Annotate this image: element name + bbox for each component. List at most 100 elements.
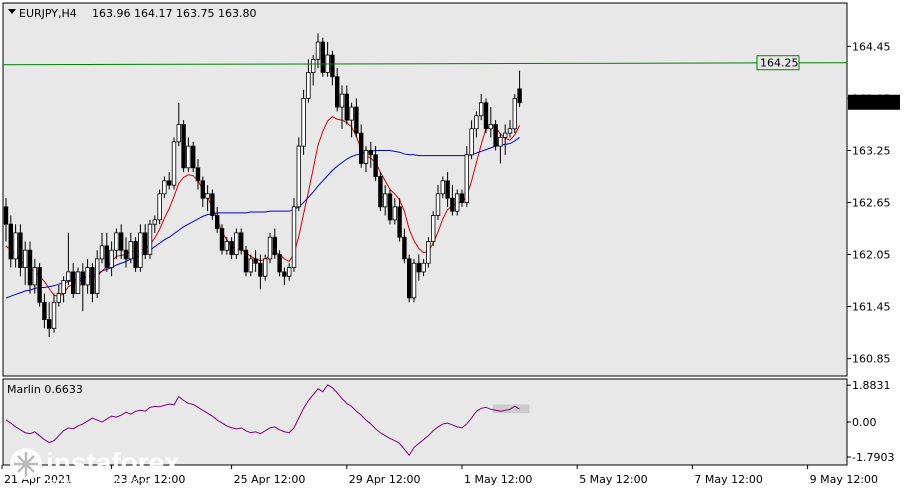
candle-body [61, 280, 66, 294]
candle-body [382, 193, 388, 208]
price-tick-label: 162.65 [852, 197, 891, 210]
candle-body [234, 232, 239, 255]
candle-body [306, 71, 311, 99]
candle-body [358, 132, 364, 164]
candle-body [262, 258, 268, 277]
candle-body [459, 193, 465, 203]
candle-body [435, 193, 441, 216]
candle-body [95, 258, 100, 294]
indicator-tick-label: 0.00 [852, 416, 877, 429]
candle-body [32, 267, 37, 286]
candle-body [147, 223, 153, 255]
candle-body [445, 180, 450, 199]
price-tick-label: 163.25 [852, 144, 891, 157]
candle-body [315, 41, 321, 60]
candle-body [224, 241, 229, 251]
candle-body [416, 262, 421, 273]
watermark-tagline: Instant Forex Trading [46, 477, 150, 489]
candle-body [334, 76, 340, 108]
candle-body [253, 258, 258, 264]
candle-body [258, 262, 263, 277]
candle-body [277, 254, 282, 273]
candle-body [411, 262, 417, 299]
candle-body [397, 206, 402, 238]
candle-body [8, 223, 13, 260]
candle-body [339, 93, 345, 108]
candle-body [75, 271, 81, 294]
candle-body [291, 206, 297, 268]
indicator-tick-label: 1.8831 [852, 379, 891, 392]
price-axis: 164.45163.85163.25162.65162.05161.45160.… [847, 40, 900, 366]
level-line-stroke[interactable] [2, 62, 848, 66]
candle-body [47, 319, 52, 329]
price-tick-label: 164.45 [852, 40, 891, 53]
candle-body [205, 193, 210, 199]
candle-body [181, 124, 186, 169]
price-tick-label: 160.85 [852, 353, 891, 366]
candle-body [478, 102, 484, 117]
watermark-brand: instaforex [46, 447, 180, 478]
time-tick-label: 25 Apr 12:00 [234, 473, 306, 486]
candle-body [450, 197, 455, 212]
indicator-panel [2, 378, 848, 466]
candle-body [195, 167, 201, 182]
candle-body [402, 236, 407, 260]
candle-body [512, 98, 517, 130]
candle-body [483, 102, 489, 130]
candle-body [90, 267, 95, 294]
candle-body [56, 293, 61, 303]
candle-body [238, 232, 244, 251]
candle-body [392, 206, 397, 221]
candle-body [142, 232, 148, 255]
candle-body [498, 137, 503, 147]
candle-body [406, 258, 412, 299]
candle-body [349, 106, 354, 121]
time-tick-label: 1 May 12:00 [464, 473, 532, 486]
candle-body [27, 249, 33, 286]
instaforex-logo: instaforex Instant Forex Trading [10, 447, 180, 489]
symbol-label: EURJPY,H4 [19, 7, 77, 20]
candle-body [282, 271, 287, 277]
candle-body [464, 154, 469, 203]
time-tick-label: 9 May 12:00 [810, 473, 878, 486]
candle-body [157, 193, 162, 221]
candle-body [128, 241, 133, 260]
candle-body [114, 232, 119, 251]
candle-body [248, 258, 253, 273]
candle-body [387, 193, 393, 221]
candle-body [454, 193, 460, 212]
ohlc-label: 163.96 164.17 163.75 163.80 [92, 7, 256, 20]
current-price-box [848, 94, 900, 110]
candle-body [310, 58, 316, 73]
candle-body [272, 236, 277, 255]
candles [3, 33, 522, 337]
time-tick-label: 5 May 12:00 [579, 473, 647, 486]
chevron-down-icon[interactable] [8, 9, 16, 14]
candle-body [344, 93, 349, 121]
time-axis: 21 Apr 2021 23 Apr 12:00 25 Apr 12:00 29 Ap… [1, 465, 878, 486]
candle-body [80, 271, 85, 286]
time-tick-label: 23 Apr 12:00 [114, 473, 186, 486]
candle-body [229, 241, 234, 255]
candle-body [171, 141, 177, 186]
candle-body [368, 150, 373, 156]
candle-body [243, 249, 249, 273]
candle-body [13, 232, 18, 260]
candle-body [502, 132, 508, 138]
candle-body [162, 180, 167, 195]
candle-body [190, 145, 196, 169]
price-tick-label: 162.05 [852, 249, 891, 262]
candle-body [214, 215, 220, 229]
candle-body [301, 98, 306, 147]
candle-body [138, 232, 143, 268]
candle-body [18, 232, 23, 268]
candle-body [51, 301, 57, 329]
candle-body [166, 180, 172, 186]
candle-body [210, 193, 215, 216]
candle-body [488, 124, 493, 130]
candle-body [354, 106, 359, 134]
current-price-label: 163.80 [852, 97, 891, 110]
candle-body [109, 249, 114, 268]
candle-body [363, 150, 369, 164]
candle-body [474, 115, 479, 130]
